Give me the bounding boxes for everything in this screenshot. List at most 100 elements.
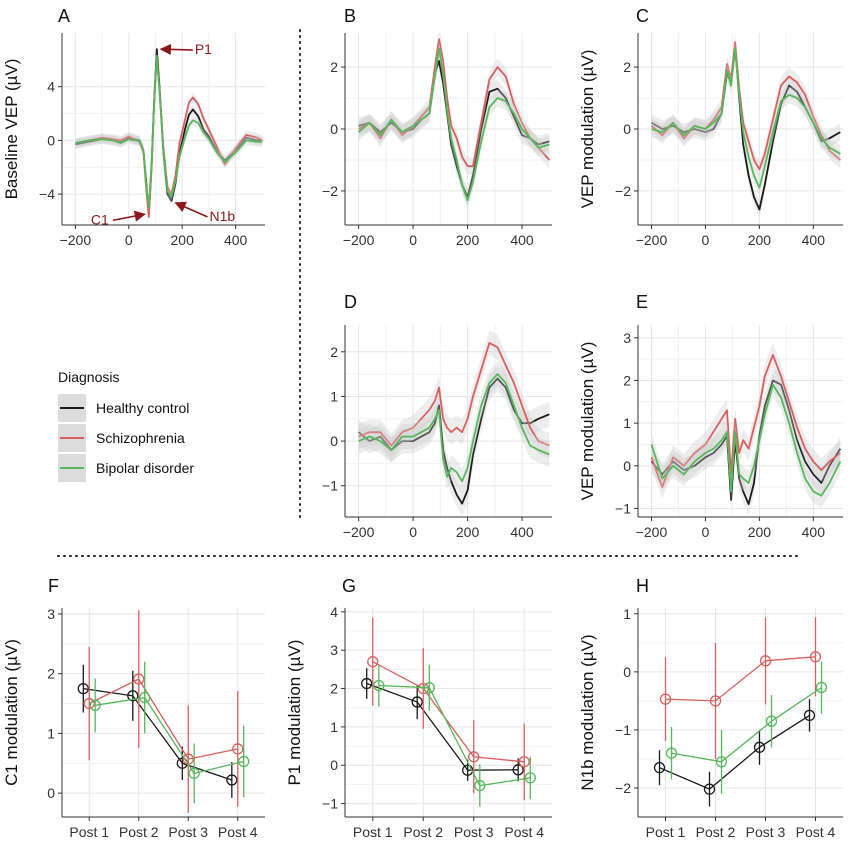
data-point [809, 651, 822, 663]
data-point [815, 681, 828, 694]
series-line-schizophrenia [650, 353, 841, 489]
x-tick-label: Post 1 [69, 824, 109, 840]
y-tick-label: 2 [330, 59, 338, 75]
ribbon-healthy [651, 36, 841, 219]
x-tick-label: −200 [343, 524, 375, 540]
plot-area [62, 33, 265, 225]
data-point [367, 656, 379, 668]
data-point [127, 690, 139, 702]
ribbon-healthy [358, 52, 550, 206]
x-tick-label: 400 [802, 524, 826, 540]
plot-area [345, 608, 552, 817]
y-tick-label: 2 [623, 372, 631, 388]
y-tick-label: 1 [623, 606, 631, 622]
data-point [411, 696, 423, 708]
y-axis-label: VEP modulation (µV) [578, 342, 597, 501]
series-schizophrenia [83, 610, 244, 813]
panel-letter: G [342, 576, 356, 596]
data-point [659, 693, 672, 705]
series-line-bipolar [75, 54, 263, 209]
panel-E: −1 0 1 2 3 −200 0 200 400 VEP modulation (µV) E [578, 292, 843, 540]
series-line-healthy [83, 687, 233, 781]
series-line-healthy [659, 714, 810, 790]
y-tick-label: 0 [47, 132, 55, 148]
panel-letter: E [636, 292, 648, 312]
y-tick-label: 2 [47, 666, 55, 682]
x-tick-label: Post 2 [119, 824, 159, 840]
panel-letter: F [48, 576, 59, 596]
panel-F: 0 1 2 3 Post 1 Post 2 Post 3 Post 4 C1 modulatio… [2, 576, 265, 840]
x-tick-label: Post 4 [218, 824, 258, 840]
data-point [474, 779, 486, 792]
x-tick-label: 200 [748, 232, 772, 248]
annotation-arrow-n1b [174, 201, 208, 218]
annotation-arrow-c1 [112, 210, 146, 222]
y-tick-label: −1 [615, 722, 631, 738]
data-point [715, 756, 728, 768]
x-tick-label: −200 [343, 232, 375, 248]
y-tick-label: −1 [322, 796, 338, 812]
x-tick-label: 0 [125, 232, 133, 248]
series-bipolar [373, 664, 536, 807]
y-tick-label: −2 [615, 183, 631, 199]
y-tick-label: 2 [623, 59, 631, 75]
ribbon-schizophrenia [75, 52, 263, 222]
panel-letter: C [636, 6, 649, 26]
series-line-schizophrenia [358, 38, 550, 168]
legend-label-bipolar: Bipolar disorder [96, 460, 194, 476]
series-line-bipolar [358, 373, 550, 483]
legend-label-schizophrenia: Schizophrenia [96, 430, 185, 446]
y-tick-label: 1 [47, 725, 55, 741]
y-tick-label: 1 [330, 719, 338, 735]
data-point [232, 743, 244, 755]
x-tick-label: 400 [802, 232, 826, 248]
panel-A: P1 C1 N1b −4 0 4 −200 0 200 400 Baseline VEP (µV) A [2, 6, 265, 248]
y-tick-label: 3 [47, 606, 55, 622]
panel-G: −1 0 1 2 3 4 Post 1 Post 2 Post 3 Post 4 P1 modula… [285, 576, 552, 840]
series-line-healthy [366, 682, 519, 771]
data-point [665, 747, 678, 759]
data-point [226, 774, 238, 786]
data-point [133, 673, 145, 685]
data-point [139, 691, 151, 704]
y-tick-label: 2 [330, 344, 338, 360]
y-tick-label: −2 [322, 183, 338, 199]
y-axis-label: N1b modulation (µV) [578, 634, 597, 790]
data-point [238, 755, 250, 768]
x-tick-label: 0 [702, 232, 710, 248]
y-tick-label: 0 [623, 458, 631, 474]
x-tick-label: 200 [456, 524, 480, 540]
x-tick-label: Post 1 [646, 824, 686, 840]
plot-area [638, 608, 843, 817]
data-point [518, 756, 530, 768]
legend: Diagnosis Healthy control Schizophrenia … [58, 369, 194, 482]
data-point [765, 715, 778, 727]
x-tick-label: 200 [748, 524, 772, 540]
y-tick-label: 3 [330, 642, 338, 658]
x-tick-label: 200 [456, 232, 480, 248]
x-tick-label: 0 [702, 524, 710, 540]
series-line-bipolar [378, 684, 531, 787]
legend-item-schizophrenia: Schizophrenia [58, 424, 185, 452]
series-line-healthy [650, 379, 842, 506]
x-tick-label: Post 1 [353, 824, 393, 840]
y-tick-label: 0 [47, 785, 55, 801]
x-tick-label: 0 [409, 524, 417, 540]
x-tick-label: −200 [636, 524, 668, 540]
y-tick-label: −4 [39, 186, 55, 202]
data-point [524, 772, 536, 784]
x-tick-label: −200 [60, 232, 92, 248]
panel-letter: H [636, 576, 649, 596]
plot-area [62, 608, 265, 817]
y-tick-label: 0 [623, 121, 631, 137]
x-tick-label: 400 [510, 232, 534, 248]
y-tick-label: −2 [615, 780, 631, 796]
panel-D: −1 0 1 2 −200 0 200 400 D [322, 292, 552, 540]
y-tick-label: 1 [623, 415, 631, 431]
ribbon-bipolar [358, 39, 550, 209]
legend-item-healthy: Healthy control [58, 394, 189, 422]
series-healthy [361, 668, 524, 782]
series-line-schizophrenia [88, 678, 238, 760]
data-point [423, 682, 435, 694]
